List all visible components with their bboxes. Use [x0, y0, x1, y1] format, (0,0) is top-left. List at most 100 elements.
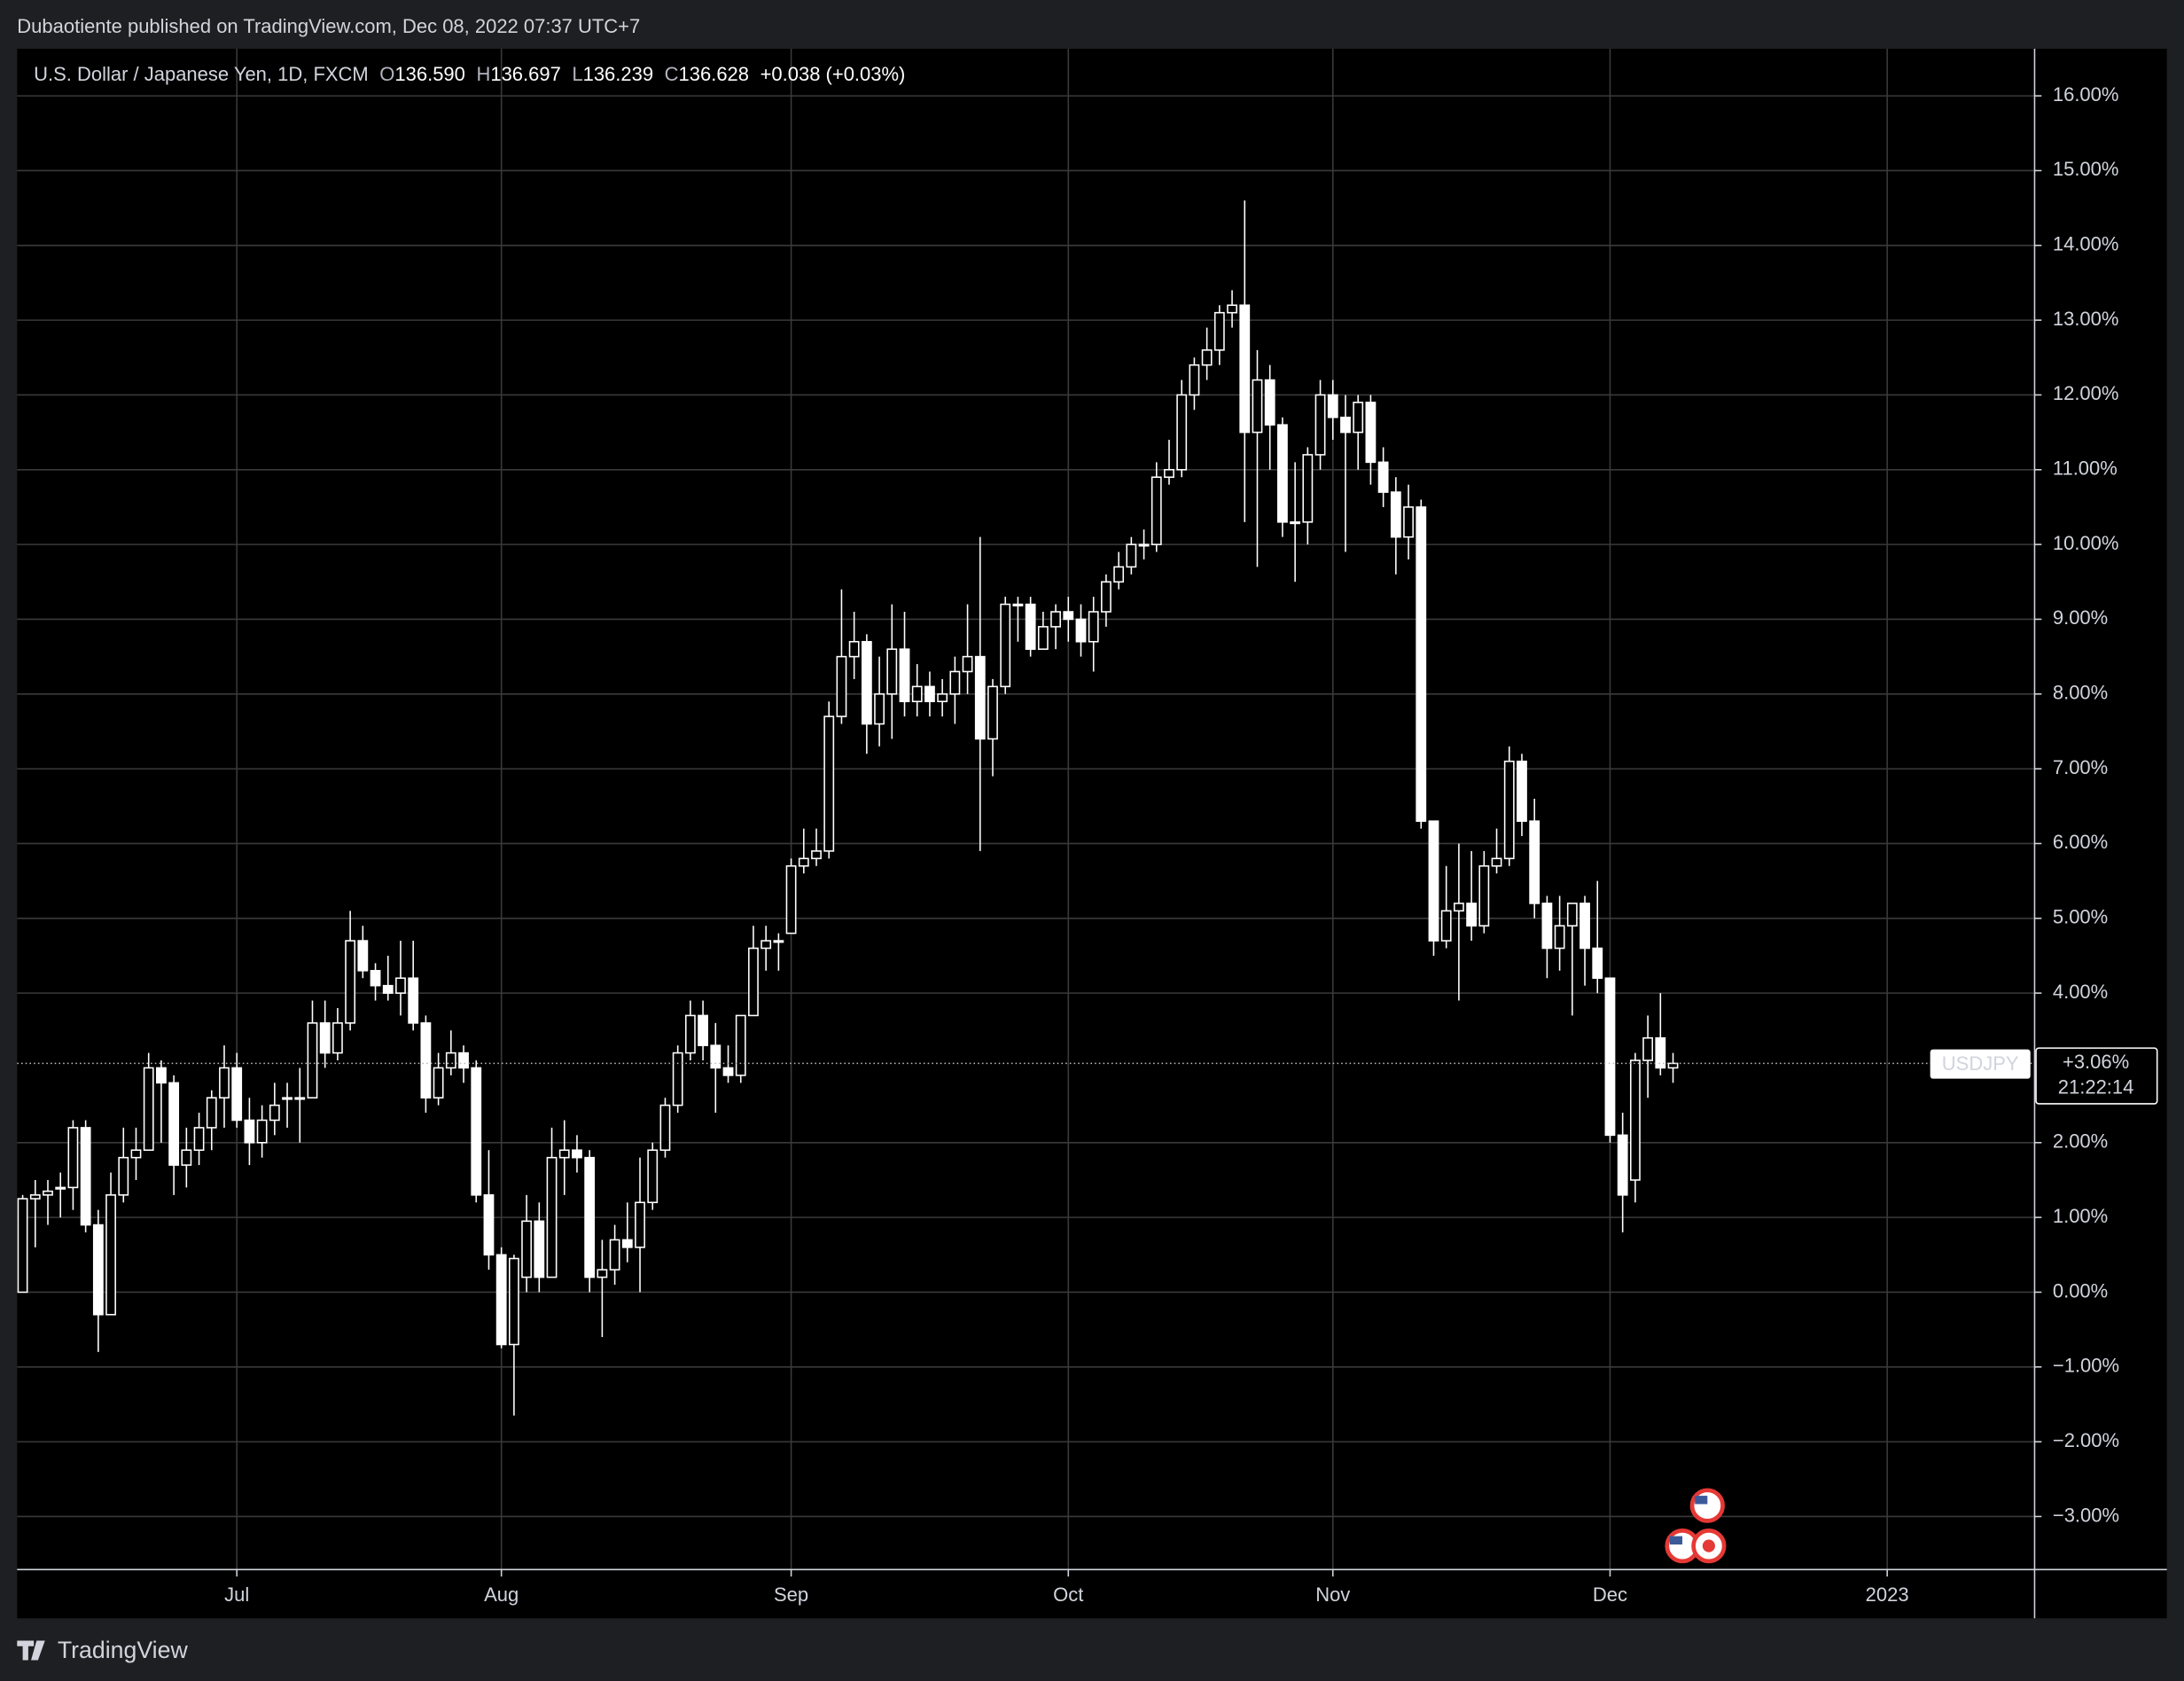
candle-body — [1176, 394, 1188, 471]
candle-body — [987, 685, 998, 740]
candle-body — [760, 940, 772, 950]
y-tick-label: 2.00% — [2053, 1130, 2108, 1153]
y-tick-label: 8.00% — [2053, 682, 2108, 704]
candle-body — [1390, 491, 1401, 538]
candle-body — [17, 1198, 28, 1294]
flag-sun — [1702, 1539, 1715, 1552]
candle-body — [408, 977, 419, 1024]
candle-body — [748, 947, 759, 1017]
candle-body — [206, 1097, 217, 1129]
candle-body — [1629, 1059, 1641, 1181]
legend: U.S. Dollar / Japanese Yen, 1D, FXCM O136… — [34, 63, 905, 85]
y-tick-label: 9.00% — [2053, 606, 2108, 629]
candle-body — [861, 640, 872, 725]
candle-body — [118, 1156, 129, 1196]
candle-body — [1617, 1134, 1628, 1196]
candle-body — [1655, 1036, 1666, 1069]
legend-ohlc-label: L — [572, 63, 582, 85]
candle-body — [836, 655, 847, 717]
candle-body — [1164, 468, 1174, 478]
candle-body — [798, 857, 809, 867]
countdown-label: 21:22:14 — [2058, 1075, 2134, 1098]
candle-body — [546, 1156, 558, 1278]
y-tick-label: −2.00% — [2053, 1429, 2119, 1451]
candle-body — [1592, 947, 1603, 980]
candle-body — [521, 1220, 533, 1278]
brand-name: TradingView — [58, 1637, 189, 1663]
brand-logo — [17, 1640, 45, 1661]
candle-body — [635, 1201, 645, 1248]
candle-body — [1050, 611, 1061, 628]
candle-body — [1478, 864, 1490, 927]
candle-body — [1554, 925, 1565, 950]
candle-body — [43, 1190, 53, 1196]
candle-body — [1566, 903, 1578, 927]
events[interactable] — [1665, 1488, 1727, 1564]
candle-body — [445, 1052, 456, 1069]
candle-body — [773, 940, 784, 943]
flag-canton — [1695, 1496, 1708, 1505]
y-tick-label: −3.00% — [2053, 1504, 2119, 1526]
candle-body — [1012, 603, 1024, 606]
candle-body — [735, 1014, 746, 1076]
candle-body — [67, 1127, 79, 1189]
publisher: Dubaotiente published on TradingView.com… — [17, 15, 640, 37]
candle-body — [55, 1186, 66, 1190]
candle-body — [357, 940, 369, 972]
candle-body — [710, 1044, 722, 1069]
candle-body — [924, 685, 935, 703]
legend-title: U.S. Dollar / Japanese Yen, 1D, FXCM — [34, 63, 369, 85]
candle-body — [1264, 379, 1275, 426]
y-tick-label: 4.00% — [2053, 981, 2108, 1003]
candle-body — [1088, 611, 1099, 643]
candle-body — [80, 1127, 91, 1226]
candle-body — [219, 1067, 230, 1099]
y-tick-label: −1.00% — [2053, 1355, 2119, 1377]
candle-body — [105, 1194, 116, 1316]
candle-body — [1290, 521, 1301, 525]
candle-body — [1667, 1062, 1679, 1069]
candle-body — [143, 1067, 154, 1152]
y-tick-label: 11.00% — [2053, 457, 2118, 480]
candle-body — [1000, 603, 1011, 688]
candle-body — [1277, 424, 1288, 523]
candle-body — [1113, 566, 1125, 583]
candle-body — [1239, 304, 1251, 434]
candle-body — [672, 1052, 683, 1106]
event-icon[interactable] — [1689, 1488, 1725, 1523]
candle-body — [1491, 857, 1502, 867]
candle-body — [1604, 977, 1616, 1137]
candle-body — [1025, 603, 1036, 650]
y-tick-label: 1.00% — [2053, 1205, 2108, 1227]
candle-body — [823, 715, 835, 852]
candle-body — [181, 1149, 192, 1166]
candle-body — [911, 685, 923, 703]
candle-body — [1213, 311, 1225, 351]
candle-body — [508, 1257, 519, 1346]
candle-body — [597, 1269, 608, 1278]
candle-body — [1517, 760, 1527, 822]
candle-body — [231, 1067, 243, 1122]
legend-ohlc: O136.590 H136.697 L136.239 C136.628 — [379, 63, 749, 85]
last-price-box — [2035, 1047, 2158, 1105]
legend-ohlc-value: 136.239 — [583, 63, 653, 85]
candle-body — [1416, 506, 1427, 822]
y-tick-label: 16.00% — [2053, 83, 2119, 106]
candle-body — [584, 1156, 596, 1278]
candle-body — [483, 1194, 495, 1256]
candle-body — [874, 692, 885, 725]
candle-body — [319, 1022, 331, 1054]
candle-body — [1227, 304, 1237, 314]
candle-body — [1126, 543, 1137, 568]
y-tick-label: 12.00% — [2053, 382, 2119, 404]
candle-body — [130, 1149, 142, 1159]
candle-body — [937, 692, 948, 703]
candle-body — [886, 648, 898, 695]
candle-body — [1529, 820, 1540, 904]
candle-body — [29, 1194, 41, 1200]
candle-body — [1642, 1036, 1654, 1061]
x-tick-label: Nov — [1315, 1583, 1350, 1606]
candle-body — [1201, 349, 1213, 366]
